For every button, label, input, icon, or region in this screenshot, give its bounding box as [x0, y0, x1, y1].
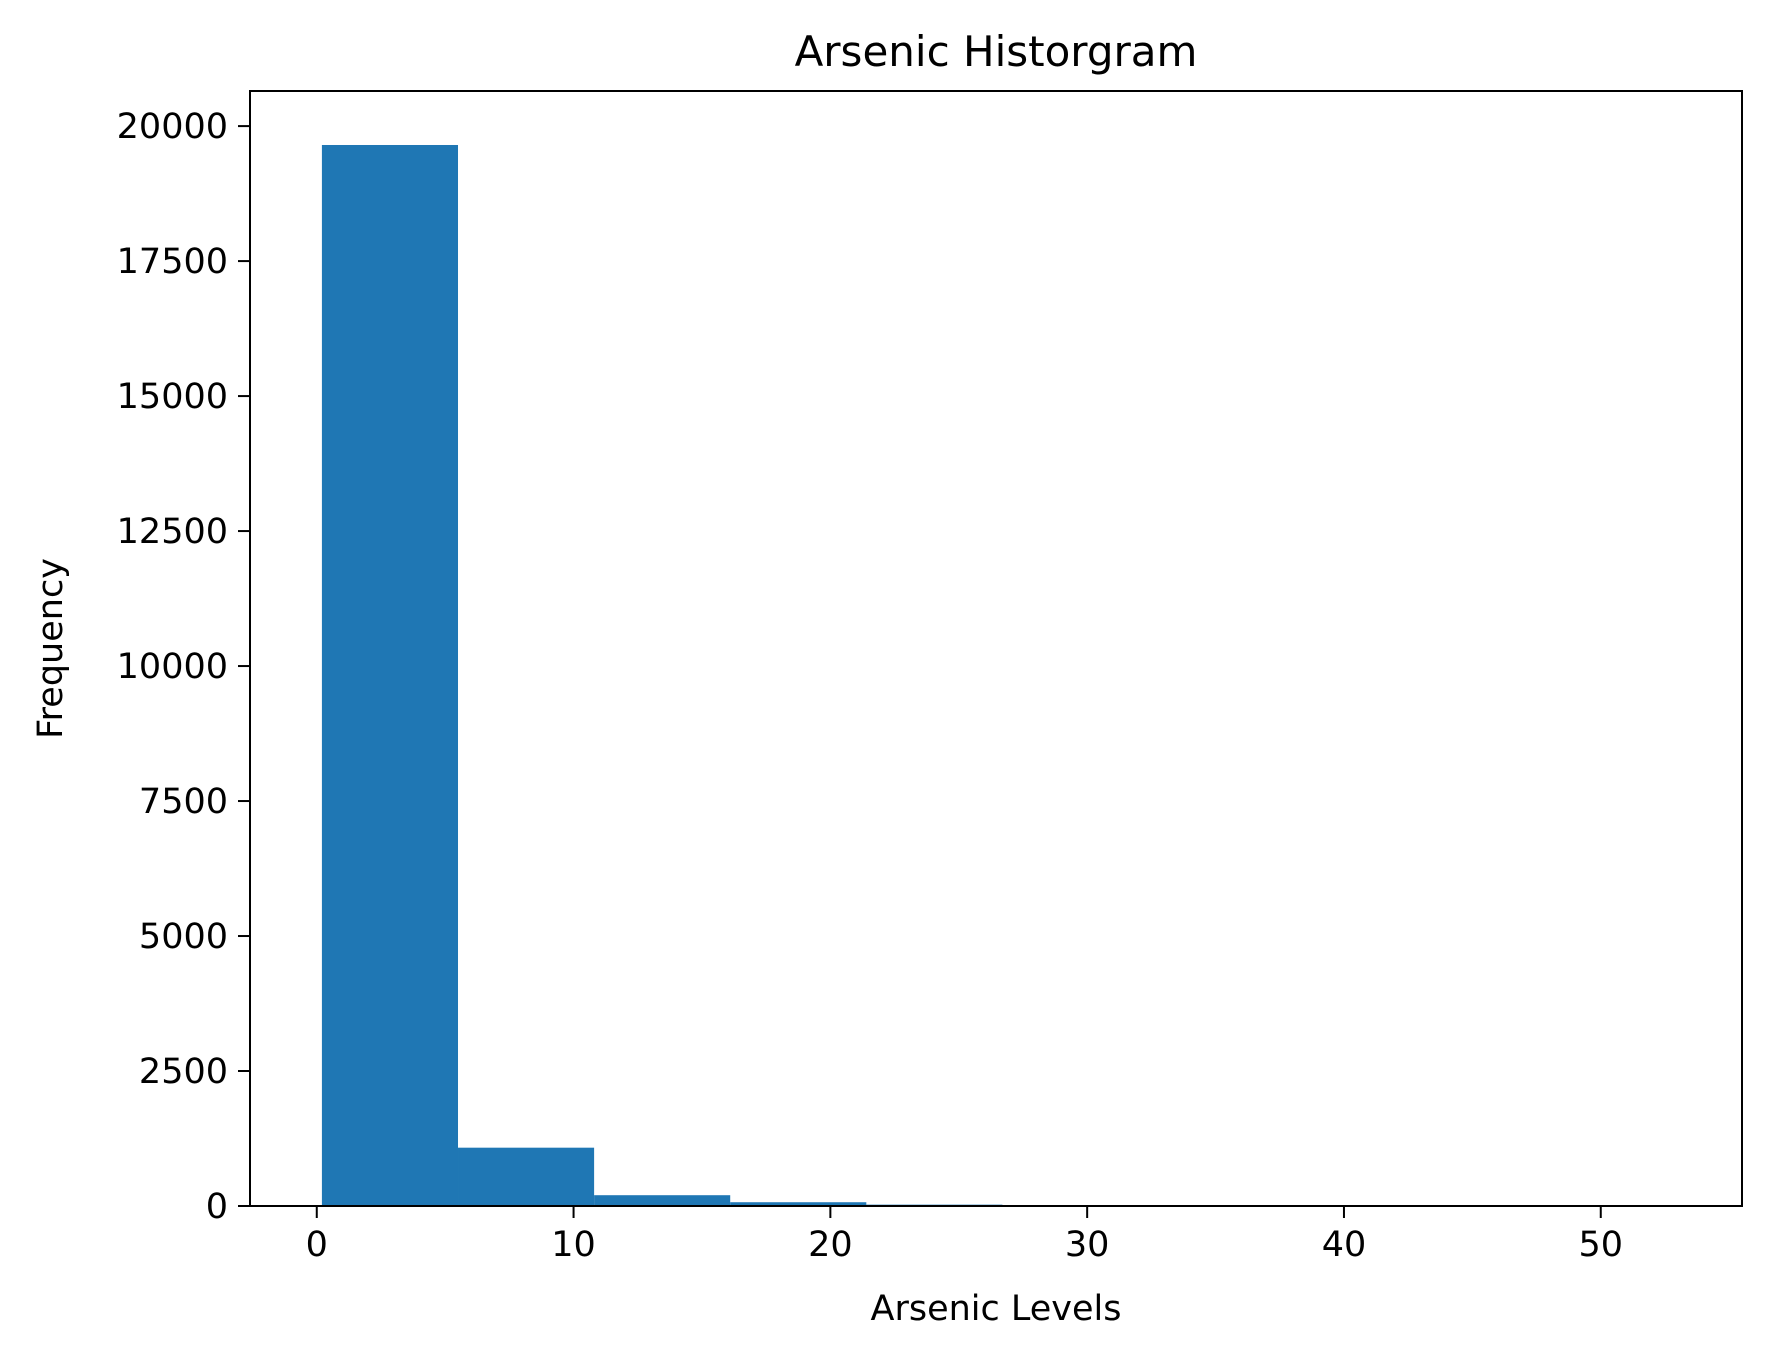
histogram-bar-1	[458, 1147, 595, 1206]
x-axis-ticks: 0 10 20 30 40 50	[306, 1206, 1623, 1265]
x-tick-label-1: 10	[551, 1225, 596, 1265]
x-axis-label: Arsenic Levels	[871, 1289, 1122, 1329]
y-tick-label-7: 17500	[117, 242, 228, 282]
y-axis-label: Frequency	[31, 558, 71, 739]
y-tick-label-0: 0	[206, 1187, 228, 1227]
y-tick-label-1: 2500	[139, 1052, 228, 1092]
y-tick-label-4: 10000	[117, 647, 228, 687]
plot-frame	[249, 90, 1743, 1207]
x-tick-label-2: 20	[808, 1225, 853, 1265]
y-tick-label-6: 15000	[117, 377, 228, 417]
histogram-bar-0	[321, 144, 459, 1207]
y-tick-label-5: 12500	[117, 512, 228, 552]
y-tick-label-3: 7500	[139, 782, 228, 822]
x-tick-label-4: 40	[1322, 1225, 1367, 1265]
histogram-bar-3	[730, 1202, 867, 1206]
y-tick-label-2: 5000	[139, 917, 228, 957]
x-tick-label-5: 50	[1578, 1225, 1623, 1265]
x-tick-label-0: 0	[306, 1225, 328, 1265]
bars-group	[321, 144, 1683, 1207]
chart-title: Arsenic Historgram	[795, 27, 1198, 76]
x-tick-label-3: 30	[1065, 1225, 1110, 1265]
histogram-bar-2	[594, 1195, 731, 1206]
y-tick-label-8: 20000	[117, 107, 228, 147]
y-axis-ticks: 0 2500 5000 7500 10000 12500 15000 17500 20000	[117, 107, 250, 1227]
